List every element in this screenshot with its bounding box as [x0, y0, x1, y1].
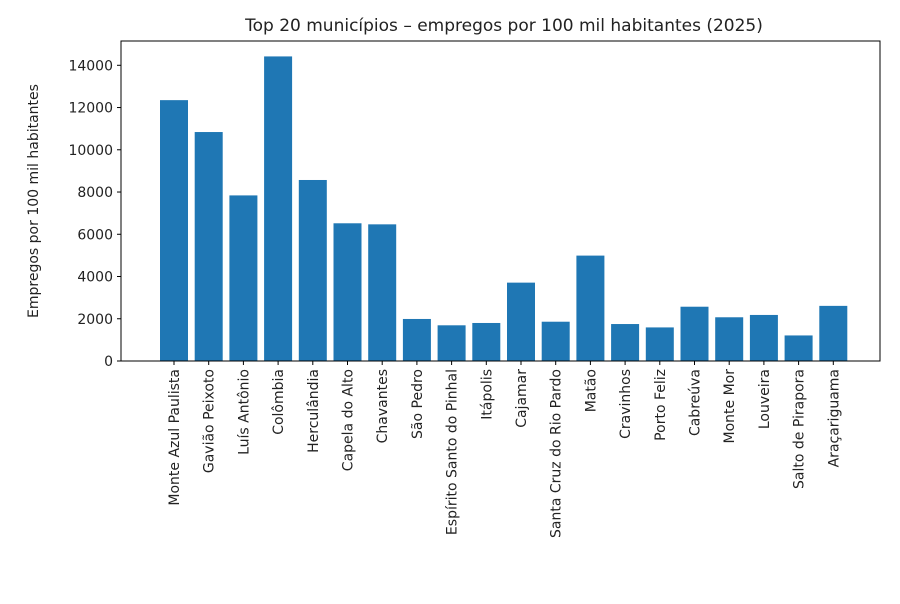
- x-tick-label: Espírito Santo do Pinhal: [445, 369, 461, 535]
- bar: [437, 325, 466, 361]
- bar: [229, 195, 258, 361]
- bar: [472, 322, 501, 361]
- bar: [819, 305, 848, 361]
- bar: [784, 335, 813, 361]
- bar: [576, 255, 605, 361]
- bar: [160, 100, 188, 362]
- x-tick-label: Cabreúva: [688, 369, 704, 436]
- x-tick-label: Colômbia: [271, 369, 287, 435]
- y-tick-label: 6000: [77, 227, 113, 243]
- x-tick-label: Luís Antônio: [236, 369, 252, 455]
- bar: [264, 56, 293, 362]
- y-tick-label: 0: [104, 354, 113, 370]
- bar: [611, 324, 640, 361]
- x-tick-label: Araçariguama: [826, 369, 842, 467]
- y-tick-label: 14000: [68, 58, 113, 74]
- x-tick-label: Capela do Alto: [341, 369, 357, 471]
- bar: [541, 321, 570, 361]
- x-tick-label: Santa Cruz do Rio Pardo: [549, 369, 565, 538]
- chart-title: Top 20 municípios – empregos por 100 mil…: [244, 16, 763, 36]
- bar: [680, 306, 709, 361]
- x-tick-label: Gavião Peixoto: [202, 369, 218, 473]
- y-tick-label: 2000: [77, 312, 113, 328]
- y-axis-label: Empregos por 100 mil habitantes: [26, 84, 42, 318]
- y-tick-label: 12000: [68, 101, 113, 117]
- x-tick-label: Herculândia: [306, 369, 322, 453]
- x-tick-label: Chavantes: [375, 369, 391, 443]
- x-tick-label: Itápolis: [479, 369, 495, 420]
- x-tick-label: Porto Feliz: [653, 369, 669, 441]
- bar: [645, 327, 674, 361]
- x-tick-label: Louveira: [757, 369, 773, 429]
- x-tick-label: Cravinhos: [618, 369, 634, 439]
- bar: [333, 223, 362, 361]
- bar: [715, 317, 744, 361]
- bar: [194, 132, 223, 361]
- bar: [749, 314, 778, 361]
- x-tick-label: Monte Mor: [722, 369, 738, 444]
- x-tick-label: Salto de Pirapora: [792, 369, 808, 489]
- bar: [298, 179, 327, 361]
- x-tick-label: Monte Azul Paulista: [167, 369, 183, 506]
- plot-frame: [120, 40, 881, 362]
- y-tick-label: 10000: [68, 143, 113, 159]
- bar: [507, 282, 535, 361]
- bar: [402, 318, 431, 361]
- y-tick-label: 8000: [77, 185, 113, 201]
- x-tick-label: São Pedro: [410, 369, 426, 439]
- y-tick-label: 4000: [77, 270, 113, 286]
- bar: [368, 224, 397, 361]
- x-tick-label: Cajamar: [514, 369, 530, 428]
- x-tick-label: Matão: [583, 369, 599, 412]
